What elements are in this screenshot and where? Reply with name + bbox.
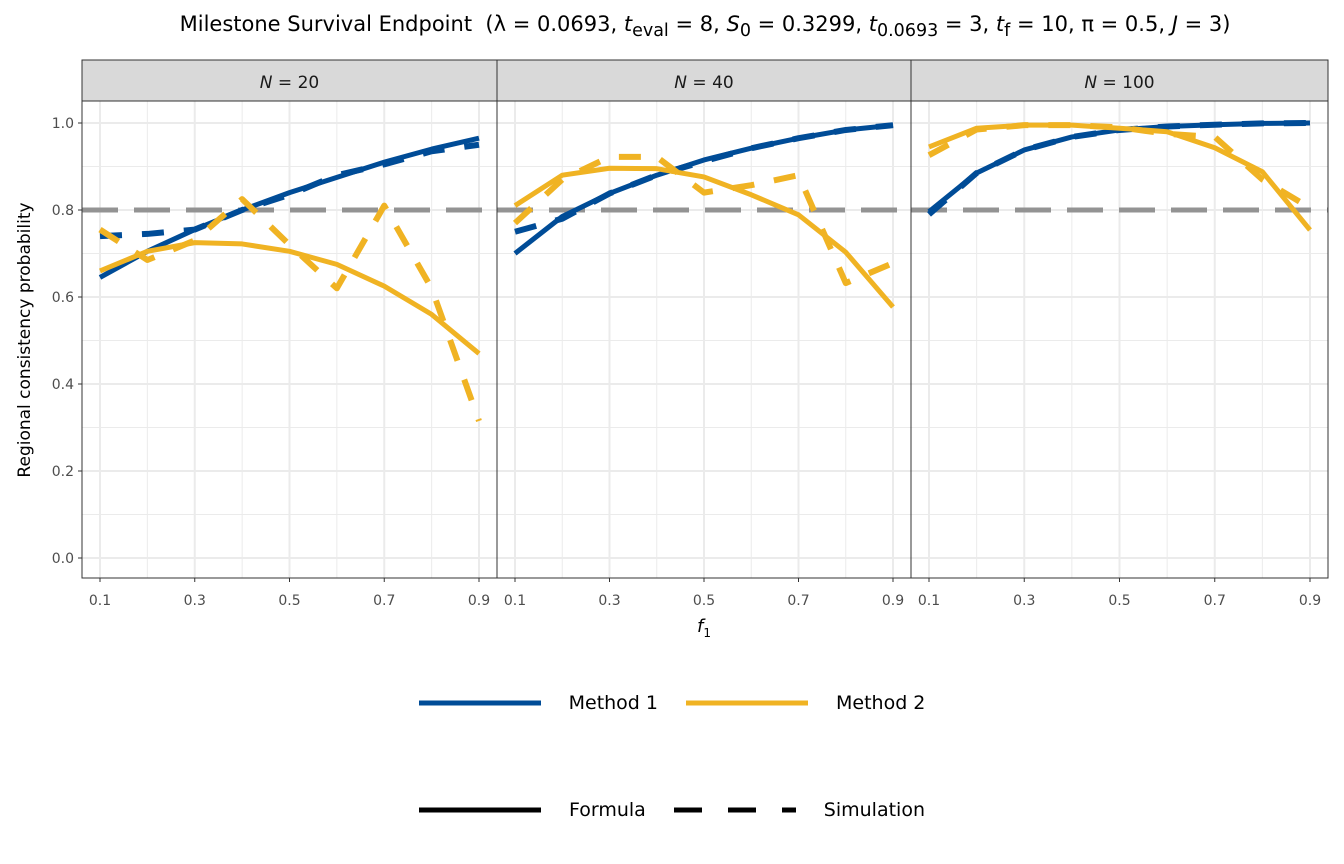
- legend-label-method-2: Method 2: [836, 692, 926, 714]
- legend-method: Method 1 Method 2: [0, 692, 1344, 714]
- facet-strip-label: N = 100: [1084, 73, 1154, 93]
- y-axis-label: Regional consistency probability: [15, 202, 35, 477]
- y-tick-label: 0.6: [52, 290, 74, 306]
- legend-key-method-1: [418, 700, 541, 706]
- x-tick-label: 0.3: [1013, 593, 1035, 609]
- chart-title: Milestone Survival Endpoint (λ = 0.0693,…: [0, 12, 1344, 41]
- series-line-method-1-simulation: [99, 141, 480, 240]
- x-tick-label: 0.1: [504, 593, 526, 609]
- title-pi: π = 0.5,: [1081, 12, 1165, 36]
- facet-strip-label: N = 40: [674, 73, 733, 93]
- series-line-method-1-formula: [513, 122, 894, 256]
- title-s0: 0: [739, 21, 751, 42]
- x-tick-label: 0.1: [918, 593, 940, 609]
- legend-key-simulation: [673, 807, 796, 813]
- x-axis-label: f1: [697, 616, 711, 640]
- x-tick-label: 0.5: [1108, 593, 1130, 609]
- x-tick-label: 0.3: [598, 593, 620, 609]
- y-tick-label: 1.0: [52, 116, 74, 132]
- facet-strip: [81, 59, 498, 102]
- legend-item-method-1: Method 1: [418, 692, 658, 714]
- x-tick-label: 0.7: [787, 593, 809, 609]
- x-tick-label: 0.9: [1299, 593, 1321, 609]
- series-line-method-2-formula: [99, 240, 481, 356]
- facet-strip: [910, 59, 1329, 102]
- series-line-method-1-formula: [98, 135, 480, 280]
- x-tick-label: 0.1: [89, 593, 111, 609]
- y-tick-label: 0.4: [52, 377, 74, 393]
- title-f: f: [1004, 21, 1011, 42]
- legend-key-method-2: [686, 700, 808, 706]
- x-tick-label: 0.7: [1204, 593, 1226, 609]
- facet-strip-label: N = 20: [260, 73, 319, 93]
- legend-label-simulation: Simulation: [823, 799, 926, 821]
- legend-item-method-2: Method 2: [686, 692, 925, 714]
- title-t2val: = 3,: [938, 12, 990, 36]
- x-tick-label: 0.5: [693, 593, 715, 609]
- title-t3: t: [995, 12, 1005, 36]
- legend-label-formula: Formula: [568, 799, 646, 821]
- x-tick-label: 0.9: [882, 593, 904, 609]
- title-S: S: [726, 12, 740, 36]
- y-tick-label: 0.0: [52, 551, 74, 567]
- title-J: J: [1171, 12, 1178, 36]
- y-tick-label: 0.2: [52, 464, 74, 480]
- panel-20: N = 20 0.1 0.3 0.5 0.7 0.9: [81, 59, 498, 609]
- y-tick-label: 0.8: [52, 203, 74, 219]
- title-params: (λ = 0.0693, teval = 8, S0 = 0.3299, t0.…: [485, 12, 1231, 42]
- x-tick-label: 0.5: [278, 593, 300, 609]
- title-tf-val: = 10,: [1010, 12, 1075, 36]
- series-line-method-2-simulation: [512, 153, 895, 287]
- x-tick-label: 0.3: [184, 593, 206, 609]
- legend-key-formula: [418, 807, 541, 813]
- facet-strip: [496, 59, 912, 102]
- x-tick-label: 0.7: [373, 593, 395, 609]
- title-eval: eval: [632, 21, 669, 42]
- legend-label-method-1: Method 1: [568, 692, 658, 714]
- legend-item-simulation: Simulation: [673, 799, 926, 821]
- title-s0-val: = 0.3299,: [750, 12, 863, 36]
- title-t: t: [623, 12, 633, 36]
- panel-100: N = 100 0.1 0.3 0.5 0.7 0.9: [910, 59, 1329, 609]
- legend-item-formula: Formula: [418, 799, 646, 821]
- title-t2: t: [868, 12, 877, 36]
- series-line-method-2-formula: [928, 122, 1312, 232]
- panel-40: N = 40 0.1 0.3 0.5 0.7 0.9: [496, 59, 912, 609]
- title-main: Milestone Survival Endpoint: [179, 12, 473, 36]
- title-J-val: = 3): [1177, 12, 1231, 36]
- title-eval-val: = 8,: [668, 12, 720, 36]
- title-lambda: λ = 0.0693,: [493, 12, 618, 36]
- title-t2sub: 0.0693: [876, 21, 939, 42]
- legend-linetype: Formula Simulation: [0, 799, 1344, 821]
- x-tick-label: 0.9: [468, 593, 490, 609]
